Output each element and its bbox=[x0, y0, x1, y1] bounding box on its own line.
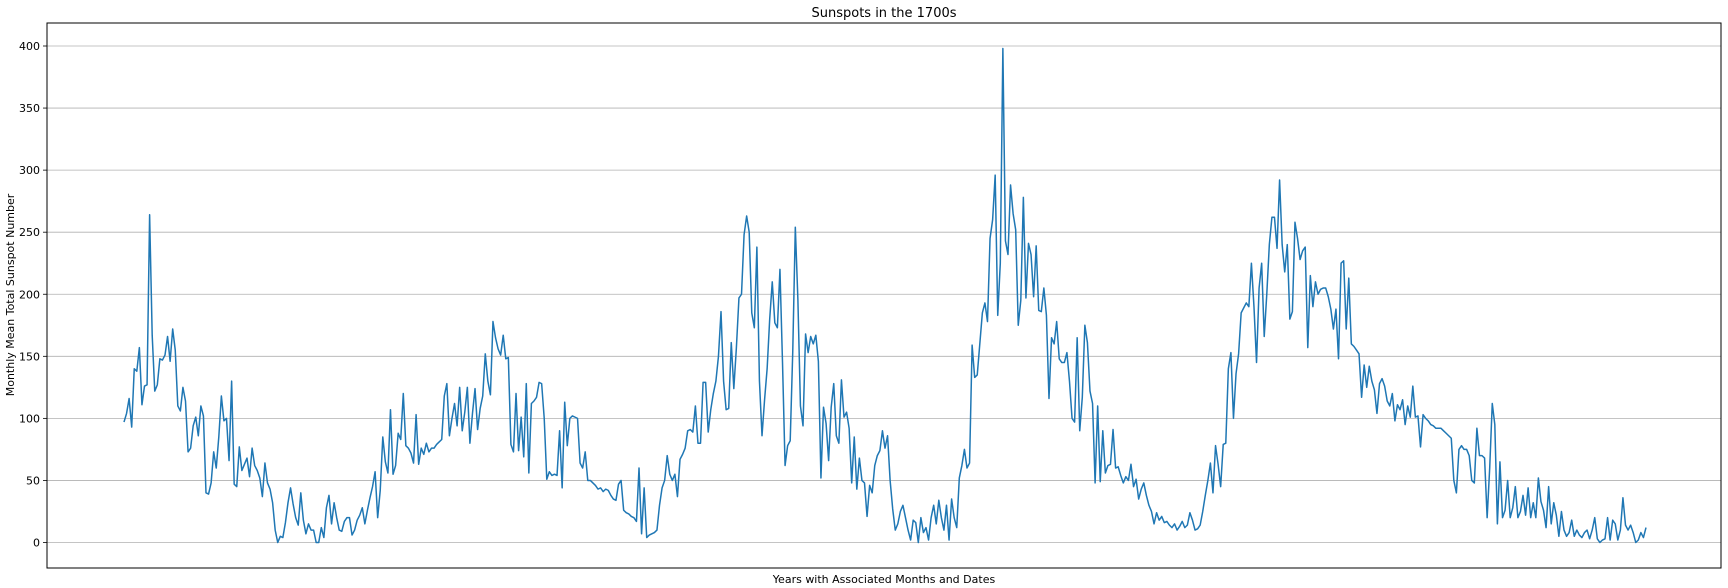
x-axis-label: Years with Associated Months and Dates bbox=[772, 573, 996, 586]
y-tick-label-150: 150 bbox=[19, 350, 40, 363]
sunspot-series-line bbox=[123, 47, 1647, 544]
y-axis-ticks: 0 50 100 150 200 250 300 350 400 bbox=[19, 40, 47, 550]
y-tick-label-300: 300 bbox=[19, 164, 40, 177]
y-tick-label-250: 250 bbox=[19, 226, 40, 239]
chart-title: Sunspots in the 1700s bbox=[811, 6, 956, 21]
y-tick-label-0: 0 bbox=[33, 537, 40, 550]
y-tick-label-200: 200 bbox=[19, 288, 40, 301]
y-tick-label-100: 100 bbox=[19, 412, 40, 425]
y-axis-label: Monthly Mean Total Sunspot Number bbox=[4, 193, 17, 396]
plot-frame bbox=[46, 22, 1722, 569]
y-tick-label-400: 400 bbox=[19, 40, 40, 53]
y-gridlines bbox=[47, 45, 1721, 543]
y-tick-label-50: 50 bbox=[26, 474, 40, 487]
y-tick-label-350: 350 bbox=[19, 102, 40, 115]
